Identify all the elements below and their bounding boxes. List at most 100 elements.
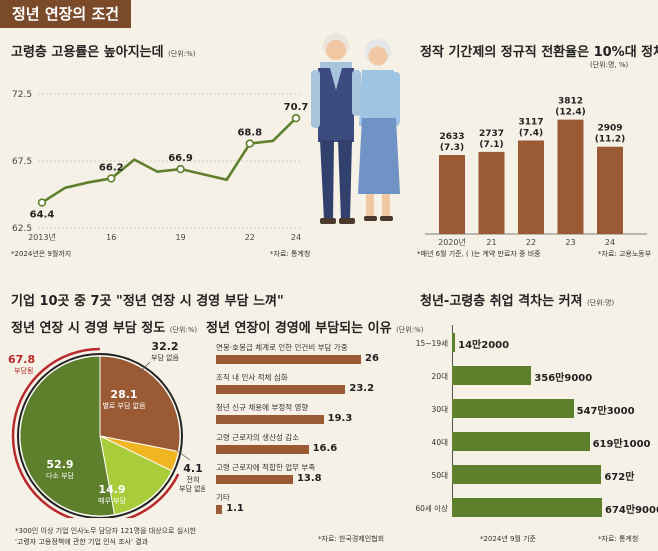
contract-value-label: 3812 [558, 97, 583, 107]
reason-value-label: 1.1 [226, 503, 244, 514]
burden-total-value: 67.8 [8, 353, 35, 366]
gap-category-label: 50대 [431, 471, 448, 480]
pie-value-label: 32.2 [151, 340, 178, 353]
line-data-label: 70.7 [284, 102, 309, 113]
header-title: 정년 연장의 조건 [0, 0, 131, 28]
burden-arc [11, 347, 180, 518]
line-point [245, 139, 255, 148]
line-xtick-label: 22 [245, 233, 255, 242]
reason-category-label: 연봉·호봉급 체계로 인한 인건비 부담 가중 [216, 343, 348, 352]
reason-value-label: 19.3 [327, 413, 353, 424]
gap-category-label: 15~19세 [415, 339, 448, 348]
contract-chart-title: 정작 기간제의 정규직 전환율은 10%대 정체 [420, 45, 658, 60]
line-point [107, 174, 116, 183]
contract-value-label: 2737 [479, 129, 504, 139]
contract-bar [478, 151, 505, 234]
contract-category-label: 21 [486, 238, 496, 247]
reason-category-label: 기타 [216, 493, 230, 502]
gap-value-label: 674만9000 [605, 505, 658, 516]
gap-value-label: 672만 [604, 472, 635, 483]
pie-slice [99, 355, 181, 453]
reason-value-label: 23.2 [349, 383, 375, 394]
gap-source: *자료: 통계청 [598, 535, 639, 543]
pie-outline [17, 353, 183, 518]
line-point [37, 198, 47, 207]
burden-title-text: 정년 연장 시 경영 부담 정도 [11, 321, 166, 336]
reasons-unit: (단위:%) [396, 326, 424, 334]
line-ytick-label: 62.5 [12, 224, 32, 234]
reason-bar [216, 445, 309, 454]
reason-bar [216, 385, 346, 394]
pie-leader [139, 361, 151, 373]
line-point [291, 113, 301, 123]
elderly-unit: (단위:%) [168, 50, 196, 58]
pie-value-label: 14.9 [98, 483, 125, 496]
contract-bar [597, 146, 623, 234]
pie-slice-label: 매우 부담 [98, 496, 127, 505]
gap-bar-chart: 15~19세 14만2000 20대 356만9000 30대 547만3000 40대 61… [400, 325, 658, 525]
elderly-couple-icon [311, 33, 400, 224]
contract-category-label: 23 [565, 238, 575, 247]
pie-slice [19, 355, 116, 517]
survey-note-1: *300인 이상 기업 인사노무 담당자 121명을 대상으로 실시한 [15, 527, 197, 535]
reason-bar [216, 475, 293, 484]
elderly-source: *자료: 통계청 [270, 250, 311, 258]
line-xtick-label: 2013년 [28, 232, 56, 242]
pie-value-label: 28.1 [110, 388, 137, 401]
gap-value-label: 356만9000 [534, 373, 593, 384]
elderly-note: *2024년은 9월까지 [11, 250, 72, 258]
pie-slice-label: 별로 부담 없음 [102, 401, 146, 410]
reason-value-label: 26 [365, 353, 379, 364]
pie-slice [99, 435, 173, 516]
gap-bar [452, 432, 590, 451]
reason-bar [216, 415, 324, 424]
contract-bar-chart: 2633(7.3) 2020년 2737(7.1) 21 3117(7.4) 22 3812… [425, 97, 647, 247]
survey-title: 기업 10곳 중 7곳 "정년 연장 시 경영 부담 느껴" [11, 294, 284, 309]
line-xtick-label: 19 [175, 233, 185, 242]
contract-share-label: (7.4) [519, 128, 543, 138]
gap-value-label: 619만1000 [592, 439, 651, 450]
burden-chart-title: 정년 연장 시 경영 부담 정도 (단위:%) [11, 317, 197, 336]
gap-category-label: 20대 [431, 372, 448, 381]
line-xtick-label: 16 [106, 233, 116, 242]
reason-category-label: 고령 근로자에 적합한 업무 부족 [216, 463, 316, 472]
gap-value-label: 14만2000 [458, 340, 510, 351]
burden-total-label: 부담됨 [14, 366, 33, 375]
reasons-source: *자료: 한국경제인협회 [318, 535, 385, 543]
gap-bar [452, 399, 574, 418]
gap-category-label: 60세 이상 [415, 504, 448, 513]
line-data-label: 66.9 [168, 153, 193, 164]
line-ytick-label: 72.5 [12, 90, 32, 100]
gap-category-label: 30대 [431, 405, 448, 414]
reason-category-label: 고령 근로자의 생산성 감소 [216, 433, 300, 442]
gap-axis [452, 325, 453, 517]
contract-value-label: 2909 [597, 124, 622, 134]
contract-share-label: (7.1) [479, 140, 503, 150]
pie-value-label: 52.9 [46, 458, 73, 471]
gap-value-label: 547만3000 [576, 406, 635, 417]
line-data-label: 66.2 [99, 162, 124, 173]
gap-category-label: 40대 [431, 438, 448, 447]
contract-share-label: (11.2) [595, 135, 625, 145]
contract-note: *매년 6월 기준, ( )는 계약 만료자 중 비중 [417, 250, 541, 258]
reason-value-label: 16.6 [312, 443, 338, 454]
gap-bar [452, 333, 456, 352]
contract-category-label: 24 [605, 238, 615, 247]
contract-value-label: 3117 [518, 117, 543, 127]
pie-slice-label: 다소 부담 [46, 471, 75, 480]
contract-unit: (단위:명, %) [590, 61, 629, 69]
contract-bar [439, 155, 465, 234]
contract-share-label: (12.4) [555, 108, 585, 118]
reasons-chart-title: 정년 연장이 경영에 부담되는 이유 (단위:%) [206, 317, 423, 336]
contract-category-label: 2020년 [438, 237, 466, 247]
gap-bar [452, 465, 602, 484]
elderly-chart-title: 고령층 고용률은 높아지는데 (단위:%) [11, 41, 195, 60]
contract-share-label: (7.3) [440, 143, 464, 153]
burden-unit: (단위:%) [169, 326, 198, 334]
contract-bar [518, 140, 544, 234]
gap-note: *2024년 9월 기준 [480, 535, 536, 543]
survey-note-2: '고령자 고용정책에 관한 기업 인식 조사' 결과 [15, 538, 149, 546]
gap-bar [452, 498, 602, 517]
line-ytick-label: 67.5 [12, 157, 32, 167]
gap-bar [452, 366, 532, 385]
